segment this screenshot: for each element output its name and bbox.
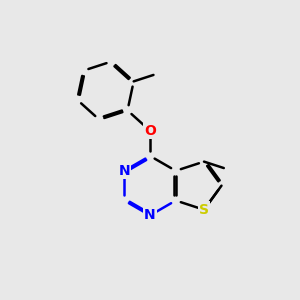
Text: O: O: [144, 124, 156, 138]
Text: N: N: [118, 164, 130, 178]
Text: S: S: [199, 203, 209, 217]
Text: N: N: [144, 208, 156, 222]
